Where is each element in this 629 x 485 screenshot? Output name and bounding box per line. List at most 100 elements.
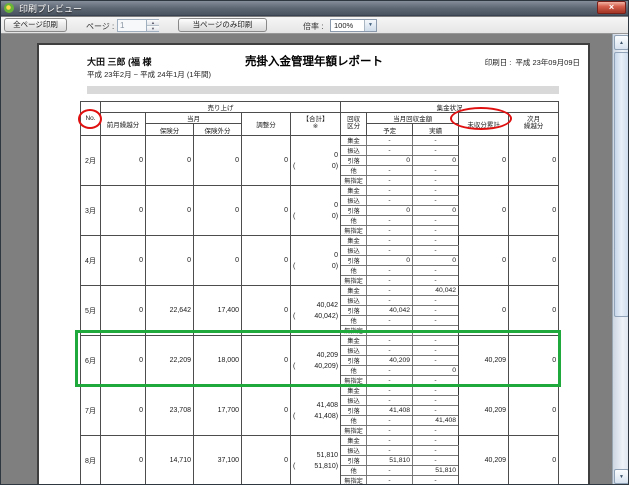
planned-value: 51,810 [366, 455, 414, 466]
adjustment-value: 0 [241, 335, 291, 386]
prev-carry-value: 0 [100, 435, 146, 485]
adjustment-value: 0 [241, 135, 291, 186]
spin-down-icon[interactable]: ▼ [147, 25, 159, 31]
print-date: 印刷日 : 平成 23年09月09日 [481, 57, 580, 68]
actual-value: - [412, 425, 460, 436]
uncollected-total-value: 0 [458, 285, 510, 336]
planned-value: - [366, 425, 414, 436]
uncollected-total-value: 0 [458, 235, 510, 286]
prev-carry-value: 0 [100, 135, 146, 186]
total-value: 40,042 [316, 302, 339, 309]
planned-value: - [366, 475, 414, 485]
collection-type-label: 振込 [340, 195, 368, 206]
print-all-pages-button[interactable]: 全ページ印刷 [4, 18, 67, 32]
red-circle-annotation-no [78, 109, 102, 129]
close-button[interactable]: × [597, 1, 626, 14]
collection-type-label: 無指定 [340, 225, 368, 236]
next-carry-value: 0 [508, 135, 560, 186]
vertical-scrollbar[interactable]: ▲ ▼ [612, 34, 629, 485]
total-paren-value: (41,408) [293, 413, 339, 420]
col-header-current-month: 当月 [145, 112, 242, 124]
adjustment-value: 0 [241, 185, 291, 236]
actual-value: - [412, 185, 460, 196]
green-highlight-rect-june [75, 330, 561, 387]
planned-value: - [366, 265, 414, 276]
planned-value: 0 [366, 255, 414, 266]
next-carry-value: 0 [508, 185, 560, 236]
total-paren-value: (51,810) [293, 463, 339, 470]
spinner-buttons: ▲ ▼ [146, 20, 159, 31]
total-paren-value: (0) [293, 163, 339, 170]
month-label: 5月 [80, 285, 101, 336]
planned-value: - [366, 315, 414, 326]
month-block-row: 8月 0 14,710 37,100 0 51,810(51,810) 集金 - -40,209… [80, 435, 560, 485]
col-header-non-insurance: 保険外分 [193, 123, 242, 136]
uncollected-total-value: 0 [458, 135, 510, 186]
total-paren-value: (40,209) [293, 363, 339, 370]
total-value: 0 [334, 152, 339, 159]
insurance-value: 14,710 [145, 435, 194, 485]
collection-type-label: 他 [340, 415, 368, 426]
report-table-body: 2月 0 0 0 0 0(0) 集金 - -0 0 振込 - - 引落 0 0 他 - - 無指定 - -3月 0 0 0 0 0(… [80, 135, 560, 485]
insurance-value: 22,642 [145, 285, 194, 336]
actual-value: - [412, 275, 460, 286]
prev-carry-value: 0 [100, 185, 146, 236]
collection-type-label: 引落 [340, 205, 368, 216]
month-block-row: 7月 0 23,708 17,700 0 41,408(41,408) 集金 - -40,209… [80, 385, 560, 436]
window-title: 印刷プレビュー [19, 4, 83, 14]
non-insurance-value: 17,700 [193, 385, 242, 436]
collection-type-label: 引落 [340, 455, 368, 466]
print-current-page-button[interactable]: 当ページのみ印刷 [178, 18, 267, 32]
header-separator-band [87, 86, 559, 94]
scroll-up-icon[interactable]: ▲ [614, 35, 629, 50]
collection-type-label: 引落 [340, 155, 368, 166]
month-block-row: 4月 0 0 0 0 0(0) 集金 - -0 0 [80, 235, 560, 286]
uncollected-total-value: 40,209 [458, 385, 510, 436]
col-header-actual: 実績 [412, 123, 460, 136]
zoom-label: 倍率 : [303, 22, 324, 31]
collection-type-label: 無指定 [340, 275, 368, 286]
actual-value: - [412, 445, 460, 456]
planned-value: - [366, 245, 414, 256]
col-header-total: 【合計】 ※ [289, 112, 342, 136]
total-value-cell: 0 (0) [289, 235, 342, 286]
col-header-insurance: 保険分 [145, 123, 194, 136]
planned-value: - [366, 135, 414, 146]
collection-type-label: 集金 [340, 385, 368, 396]
collection-type-label: 他 [340, 315, 368, 326]
total-value: 41,408 [316, 402, 339, 409]
col-header-collection-type: 回収 区分 [340, 112, 368, 136]
actual-value: - [412, 315, 460, 326]
next-carry-value: 0 [508, 385, 560, 436]
actual-value: - [412, 245, 460, 256]
actual-value: 0 [412, 155, 460, 166]
planned-value: - [366, 235, 414, 246]
zoom-value: 100% [334, 21, 354, 30]
actual-value: - [412, 395, 460, 406]
actual-value: - [412, 455, 460, 466]
page-number-stepper[interactable]: 1 ▲ ▼ [117, 19, 159, 32]
actual-value: - [412, 235, 460, 246]
next-carry-value: 0 [508, 435, 560, 485]
planned-value: 0 [366, 205, 414, 216]
actual-value: - [412, 135, 460, 146]
collection-type-label: 他 [340, 215, 368, 226]
actual-value: - [412, 195, 460, 206]
planned-value: - [366, 215, 414, 226]
total-value-cell: 41,408 (41,408) [289, 385, 342, 436]
total-value: 0 [334, 252, 339, 259]
red-circle-annotation-uncollected [450, 107, 512, 130]
report-title: 売掛入金管理年額レポート [245, 56, 383, 68]
spin-up-icon[interactable]: ▲ [147, 20, 159, 26]
total-value: 0 [334, 202, 339, 209]
actual-value: - [412, 475, 460, 485]
scrollbar-thumb[interactable] [614, 52, 629, 317]
month-label: 4月 [80, 235, 101, 286]
zoom-select[interactable]: 100% ▼ [330, 19, 377, 32]
collection-type-label: 無指定 [340, 475, 368, 485]
next-carry-value: 0 [508, 285, 560, 336]
scroll-down-icon[interactable]: ▼ [614, 469, 629, 484]
next-carry-value: 0 [508, 235, 560, 286]
actual-value: 0 [412, 205, 460, 216]
actual-value: 41,408 [412, 415, 460, 426]
